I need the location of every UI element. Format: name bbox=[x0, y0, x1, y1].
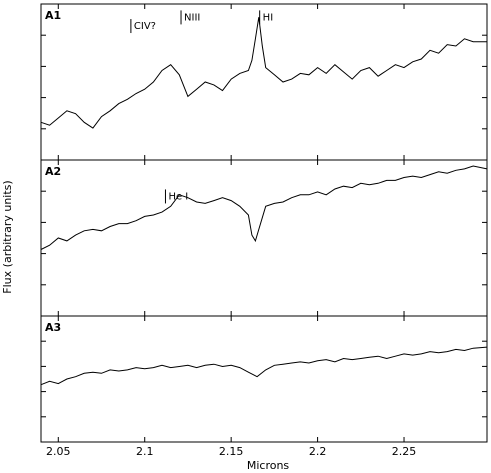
x-tick-label: 2.2 bbox=[309, 445, 327, 458]
panel-label: A2 bbox=[45, 165, 61, 178]
spectrum-line bbox=[40, 165, 488, 250]
panel-a1: A1 CIV? NIII HI bbox=[40, 3, 488, 161]
x-axis-label: Microns bbox=[247, 459, 290, 472]
annotation-label: NIII bbox=[184, 12, 200, 23]
panel-frame bbox=[40, 159, 488, 317]
annotation-label: He I bbox=[168, 191, 188, 202]
x-tick-label: 2.1 bbox=[136, 445, 154, 458]
panel-frame bbox=[40, 3, 488, 161]
panels-group: A1 CIV? NIII HI A2 He I A3 2.05 2.1 2.15 2.2 2.25 bbox=[40, 3, 488, 458]
panel-frame bbox=[40, 315, 488, 443]
x-tick-label: 2.25 bbox=[392, 445, 417, 458]
panel-label: A3 bbox=[45, 321, 61, 334]
x-tick-label: 2.05 bbox=[46, 445, 71, 458]
panel-a3: A3 bbox=[40, 315, 488, 443]
spectrum-line bbox=[40, 346, 488, 386]
spectrum-line bbox=[40, 17, 487, 129]
annotation-label: CIV? bbox=[134, 21, 156, 32]
x-tick-label: 2.15 bbox=[219, 445, 244, 458]
panel-label: A1 bbox=[45, 9, 61, 22]
annotation-label: HI bbox=[263, 12, 273, 23]
y-axis-label: Flux (arbitrary units) bbox=[1, 180, 14, 293]
panel-a2: A2 He I bbox=[40, 159, 488, 317]
